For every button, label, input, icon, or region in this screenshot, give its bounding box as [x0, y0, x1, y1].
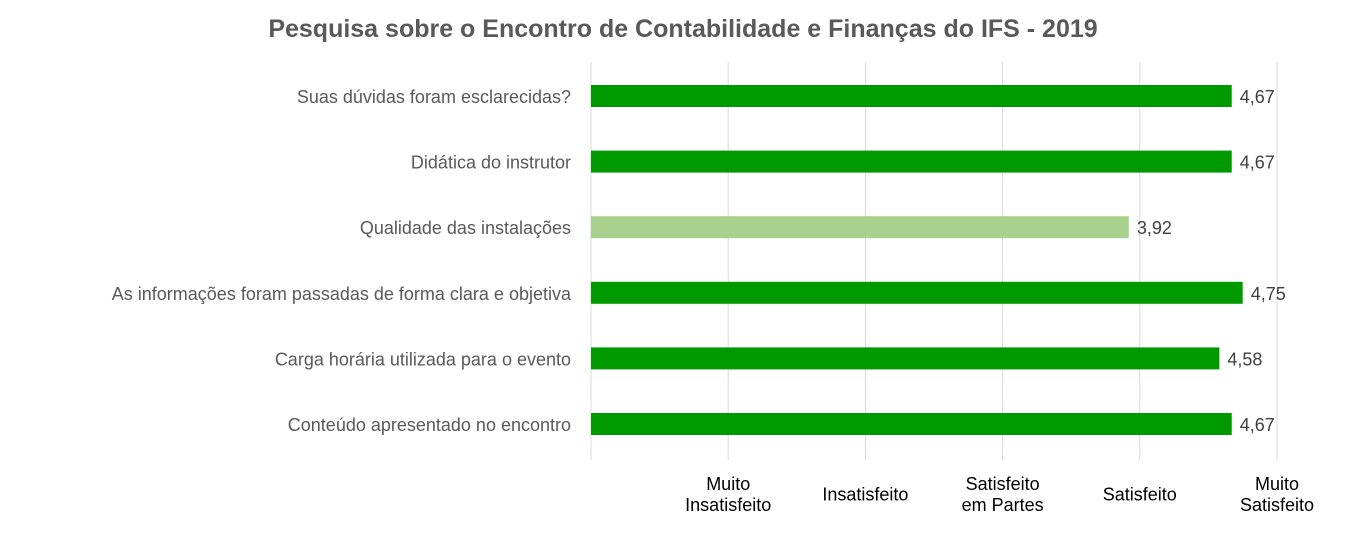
- x-tick-label-line: Muito: [1255, 474, 1299, 494]
- category-label: Qualidade das instalações: [360, 218, 571, 238]
- bars: [591, 85, 1243, 435]
- category-labels: Suas dúvidas foram esclarecidas? Didática…: [112, 87, 572, 435]
- bar: [591, 413, 1232, 435]
- bar: [591, 150, 1232, 173]
- x-tick-label: Muito Insatisfeito: [685, 474, 771, 515]
- x-tick-label-line: Satisfeito: [966, 474, 1040, 494]
- x-tick-label-line: Satisfeito: [1240, 495, 1314, 515]
- x-tick-label: Satisfeito em Partes: [962, 474, 1044, 515]
- value-label: 3,92: [1137, 218, 1172, 238]
- category-label: As informações foram passadas de forma c…: [112, 284, 572, 304]
- bar: [591, 85, 1232, 107]
- value-labels: 4,67 4,67 3,92 4,75 4,58 4,67: [1137, 87, 1286, 435]
- x-tick-label: Satisfeito: [1103, 485, 1177, 505]
- value-label: 4,67: [1240, 153, 1275, 173]
- bar: [591, 347, 1220, 370]
- value-label: 4,75: [1251, 284, 1286, 304]
- x-tick-label-line: Satisfeito: [1103, 485, 1177, 505]
- category-label: Suas dúvidas foram esclarecidas?: [297, 87, 571, 107]
- x-tick-label: Muito Satisfeito: [1240, 474, 1314, 515]
- x-tick-label-line: em Partes: [962, 495, 1044, 515]
- value-label: 4,67: [1240, 415, 1275, 435]
- chart-title: Pesquisa sobre o Encontro de Contabilida…: [268, 15, 1097, 43]
- x-tick-label-line: Muito: [706, 474, 750, 494]
- value-label: 4,67: [1240, 87, 1275, 107]
- category-label: Carga horária utilizada para o evento: [275, 349, 571, 369]
- category-label: Didática do instrutor: [411, 153, 571, 173]
- bar: [591, 216, 1129, 239]
- x-tick-label: Insatisfeito: [822, 485, 908, 505]
- bar: [591, 281, 1243, 304]
- category-label: Conteúdo apresentado no encontro: [288, 415, 571, 435]
- x-tick-label-line: Insatisfeito: [822, 485, 908, 505]
- x-tick-label-line: Insatisfeito: [685, 495, 771, 515]
- gridlines: [590, 62, 1278, 460]
- value-label: 4,58: [1227, 349, 1262, 369]
